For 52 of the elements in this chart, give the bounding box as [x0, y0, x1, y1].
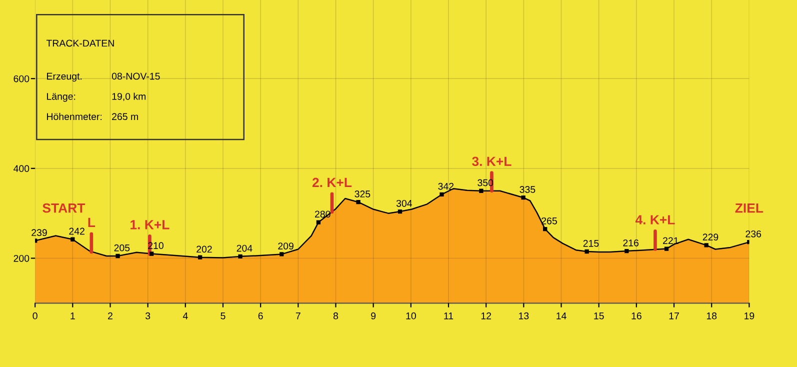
- x-tick-label: 4: [182, 312, 188, 320]
- annotation: TRACK-DATEN: [46, 40, 114, 47]
- x-tick-label: 8: [333, 312, 338, 320]
- x-tick-label: 1: [70, 312, 75, 320]
- x-tick-label: 3: [145, 312, 150, 320]
- annotation: 3. K+L: [472, 156, 512, 166]
- data-label: 215: [583, 240, 599, 247]
- x-tick-label: 2: [108, 312, 112, 320]
- x-tick-label: 19: [744, 312, 754, 320]
- data-label: 304: [396, 200, 412, 207]
- data-label: 325: [354, 190, 370, 198]
- annotation: L: [88, 218, 96, 227]
- x-tick-label: 14: [556, 312, 566, 320]
- annotation: Höhenmeter:: [47, 112, 102, 120]
- data-label: 205: [114, 244, 130, 252]
- data-label: 239: [32, 229, 47, 236]
- annotation: 2. K+L: [312, 178, 352, 188]
- annotation: ZIEL: [735, 204, 764, 213]
- x-tick-label: 0: [32, 312, 38, 320]
- x-tick-label: 16: [632, 312, 642, 320]
- data-label: 342: [438, 182, 454, 190]
- annotation: 08-NOV-15: [112, 72, 160, 80]
- x-tick-label: 7: [296, 312, 300, 320]
- x-tick-label: 15: [594, 312, 604, 320]
- data-label: 236: [746, 230, 762, 238]
- y-tick-label: 200: [14, 254, 30, 262]
- x-tick-label: 11: [444, 312, 454, 320]
- y-tick-label: 600: [14, 75, 30, 82]
- data-label: 216: [623, 239, 639, 246]
- data-label: 204: [236, 244, 252, 252]
- data-label: 242: [69, 228, 84, 235]
- data-label: 335: [520, 186, 536, 193]
- y-tick-label: 400: [14, 165, 30, 172]
- data-label: 229: [702, 234, 718, 241]
- annotation: 265 m: [112, 113, 138, 120]
- x-tick-label: 9: [371, 312, 376, 320]
- x-tick-label: 13: [519, 312, 529, 320]
- annotation: START: [42, 203, 86, 213]
- data-label: 209: [278, 242, 294, 250]
- x-tick-label: 5: [220, 312, 226, 320]
- annotation: 19,0 km: [112, 92, 146, 102]
- x-tick-label: 10: [406, 312, 416, 320]
- x-tick-label: 18: [706, 312, 717, 320]
- data-label: 202: [196, 246, 212, 253]
- annotation: Länge:: [47, 93, 76, 102]
- annotation: Erzeugt.: [47, 72, 82, 82]
- annotation: 1. K+L: [130, 220, 170, 230]
- x-tick-label: 12: [481, 312, 492, 320]
- x-tick-label: 17: [669, 312, 679, 320]
- x-tick-label: 6: [258, 312, 263, 320]
- annotation: 4. K+L: [635, 215, 675, 224]
- data-label: 265: [542, 217, 557, 224]
